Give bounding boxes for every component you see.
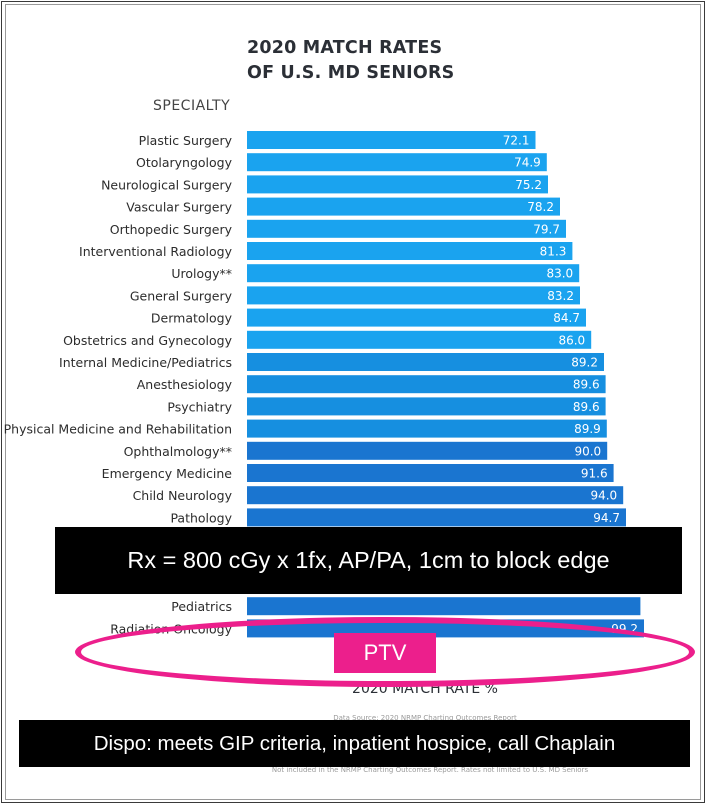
category-label-5: Interventional Radiology bbox=[79, 244, 233, 259]
category-label-14: Ophthalmology** bbox=[124, 444, 232, 459]
bar-value-label-8: 84.7 bbox=[553, 311, 580, 325]
bar-10 bbox=[247, 353, 604, 371]
bar-11 bbox=[247, 375, 606, 394]
category-label-13: Physical Medicine and Rehabilitation bbox=[4, 422, 232, 437]
chart-title: 2020 MATCH RATES OF U.S. MD SENIORS bbox=[247, 36, 454, 86]
category-label-3: Vascular Surgery bbox=[126, 200, 232, 215]
bars-group: 72.1 Plastic Surgery 74.9 Otolaryngology 75.… bbox=[4, 131, 644, 638]
dispo-text: Dispo: meets GIP criteria, inpatient hos… bbox=[93, 731, 616, 755]
bar-value-label-7: 83.2 bbox=[547, 289, 574, 303]
rx-overlay: Rx = 800 cGy x 1fx, AP/PA, 1cm to block … bbox=[55, 527, 682, 594]
bar-17 bbox=[247, 508, 626, 527]
bar-value-label-6: 83.0 bbox=[546, 267, 573, 281]
bar-value-label-5: 81.3 bbox=[540, 245, 567, 259]
bar-value-label-16: 94.0 bbox=[590, 489, 617, 503]
bar-value-label-2: 75.2 bbox=[515, 178, 542, 192]
category-label-6: Urology** bbox=[171, 266, 232, 281]
bar-9 bbox=[247, 330, 592, 349]
chart-title-line-1: 2020 MATCH RATES bbox=[247, 38, 443, 58]
bar-value-label-15: 91.6 bbox=[581, 467, 608, 481]
bar-21 bbox=[247, 597, 641, 616]
slide-inner-border bbox=[5, 4, 701, 800]
bar-value-label-3: 78.2 bbox=[527, 200, 554, 214]
category-label-0: Plastic Surgery bbox=[139, 133, 233, 148]
ptv-label: PTV bbox=[363, 640, 407, 665]
category-label-7: General Surgery bbox=[130, 288, 233, 303]
bar-value-label-9: 86.0 bbox=[558, 333, 585, 347]
dispo-overlay: Dispo: meets GIP criteria, inpatient hos… bbox=[19, 720, 690, 767]
bar-8 bbox=[247, 308, 586, 327]
bar-5 bbox=[247, 242, 573, 260]
bar-13 bbox=[247, 419, 607, 438]
footnote-note: Not included in the NRMP Charting Outcom… bbox=[272, 766, 589, 774]
category-header: SPECIALTY bbox=[153, 98, 231, 114]
category-label-1: Otolaryngology bbox=[136, 155, 233, 170]
bar-3 bbox=[247, 197, 560, 216]
category-label-9: Obstetrics and Gynecology bbox=[63, 333, 233, 348]
bar-16 bbox=[247, 486, 624, 505]
bar-value-label-12: 89.6 bbox=[573, 400, 600, 414]
bar-7 bbox=[247, 286, 580, 305]
ptv-label-box: PTV bbox=[334, 633, 436, 673]
category-label-10: Internal Medicine/Pediatrics bbox=[59, 355, 232, 370]
category-label-15: Emergency Medicine bbox=[102, 466, 233, 481]
category-label-21: Pediatrics bbox=[171, 599, 232, 614]
category-label-17: Pathology bbox=[170, 510, 232, 525]
bar-value-label-4: 79.7 bbox=[533, 222, 560, 236]
chart-title-line-2: OF U.S. MD SENIORS bbox=[247, 63, 455, 83]
category-label-11: Anesthesiology bbox=[137, 377, 233, 392]
highlight-ellipse bbox=[75, 617, 695, 687]
bar-value-label-0: 72.1 bbox=[503, 134, 530, 148]
bar-1 bbox=[247, 153, 547, 172]
bar-value-label-10: 89.2 bbox=[571, 356, 598, 370]
category-label-2: Neurological Surgery bbox=[101, 177, 233, 192]
bar-15 bbox=[247, 464, 614, 482]
bar-14 bbox=[247, 441, 608, 460]
bar-0 bbox=[247, 131, 536, 149]
bar-value-label-17: 94.7 bbox=[593, 511, 620, 525]
bar-6 bbox=[247, 264, 580, 283]
category-label-12: Psychiatry bbox=[167, 399, 232, 414]
bar-4 bbox=[247, 219, 566, 238]
footnote-source: Data Source: 2020 NRMP Charting Outcomes… bbox=[333, 714, 517, 722]
bar-value-label-13: 89.9 bbox=[574, 422, 601, 436]
category-label-4: Orthopedic Surgery bbox=[110, 222, 233, 237]
bar-2 bbox=[247, 175, 548, 194]
bar-value-label-1: 74.9 bbox=[514, 156, 541, 170]
bar-12 bbox=[247, 397, 606, 416]
category-label-16: Child Neurology bbox=[133, 488, 233, 503]
bar-value-label-14: 90.0 bbox=[574, 444, 601, 458]
bar-value-label-11: 89.6 bbox=[573, 378, 600, 392]
rx-text: Rx = 800 cGy x 1fx, AP/PA, 1cm to block … bbox=[127, 547, 610, 573]
category-label-8: Dermatology bbox=[151, 311, 233, 326]
